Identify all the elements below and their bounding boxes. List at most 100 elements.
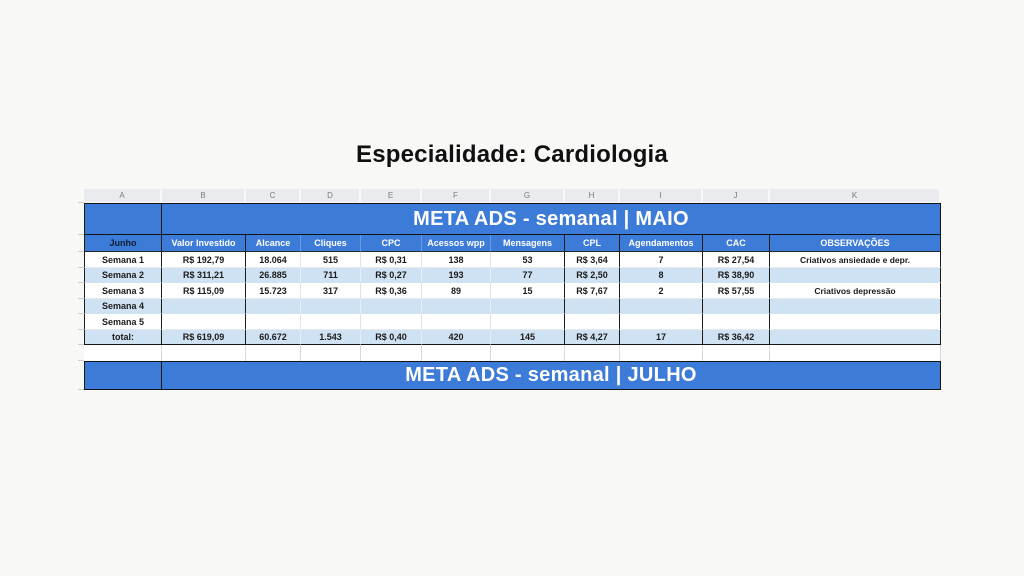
- table-cell[interactable]: R$ 0,31: [361, 252, 422, 268]
- julho-banner[interactable]: META ADS - semanal | JULHO: [162, 361, 941, 390]
- table-cell[interactable]: [620, 299, 703, 314]
- row-label[interactable]: Semana 3: [84, 283, 162, 299]
- empty-cell[interactable]: [162, 345, 246, 361]
- table-cell[interactable]: 17: [620, 330, 703, 345]
- table-cell[interactable]: [491, 314, 565, 330]
- table-cell[interactable]: 138: [422, 252, 491, 268]
- table-cell[interactable]: 53: [491, 252, 565, 268]
- empty-cell[interactable]: [565, 345, 620, 361]
- column-letter-B[interactable]: B: [162, 189, 246, 203]
- table-cell[interactable]: R$ 4,27: [565, 330, 620, 345]
- column-letter-K[interactable]: K: [770, 189, 941, 203]
- column-letter-E[interactable]: E: [361, 189, 422, 203]
- column-letter-G[interactable]: G: [491, 189, 565, 203]
- table-cell[interactable]: 1.543: [301, 330, 361, 345]
- table-cell[interactable]: Criativos depressão: [770, 283, 941, 299]
- table-cell[interactable]: R$ 0,40: [361, 330, 422, 345]
- table-cell[interactable]: R$ 311,21: [162, 268, 246, 283]
- table-cell[interactable]: [301, 299, 361, 314]
- header-cliques[interactable]: Cliques: [301, 235, 361, 252]
- table-cell[interactable]: 711: [301, 268, 361, 283]
- header-cac[interactable]: CAC: [703, 235, 770, 252]
- column-letter-J[interactable]: J: [703, 189, 770, 203]
- header-cpc[interactable]: CPC: [361, 235, 422, 252]
- table-cell[interactable]: [770, 314, 941, 330]
- table-cell[interactable]: 8: [620, 268, 703, 283]
- table-cell[interactable]: [162, 314, 246, 330]
- table-cell[interactable]: [703, 314, 770, 330]
- table-cell[interactable]: R$ 36,42: [703, 330, 770, 345]
- empty-cell[interactable]: [620, 345, 703, 361]
- table-cell[interactable]: [246, 314, 301, 330]
- column-letter-I[interactable]: I: [620, 189, 703, 203]
- table-cell[interactable]: [565, 314, 620, 330]
- table-cell[interactable]: R$ 7,67: [565, 283, 620, 299]
- table-cell[interactable]: [620, 314, 703, 330]
- header-cpl[interactable]: CPL: [565, 235, 620, 252]
- header-acessos-wpp[interactable]: Acessos wpp: [422, 235, 491, 252]
- row-label[interactable]: Semana 2: [84, 268, 162, 283]
- table-cell[interactable]: [246, 299, 301, 314]
- table-cell[interactable]: 15: [491, 283, 565, 299]
- table-cell[interactable]: [770, 330, 941, 345]
- column-letter-A[interactable]: A: [84, 189, 162, 203]
- table-cell[interactable]: R$ 115,09: [162, 283, 246, 299]
- empty-cell[interactable]: [491, 345, 565, 361]
- table-cell[interactable]: [361, 314, 422, 330]
- column-letter-F[interactable]: F: [422, 189, 491, 203]
- empty-cell[interactable]: [703, 345, 770, 361]
- column-letter-C[interactable]: C: [246, 189, 301, 203]
- banner-corner-cell[interactable]: [84, 361, 162, 390]
- empty-cell[interactable]: [770, 345, 941, 361]
- table-cell[interactable]: 77: [491, 268, 565, 283]
- row-label[interactable]: Semana 5: [84, 314, 162, 330]
- empty-cell[interactable]: [361, 345, 422, 361]
- table-cell[interactable]: 420: [422, 330, 491, 345]
- table-cell[interactable]: 89: [422, 283, 491, 299]
- table-cell[interactable]: 193: [422, 268, 491, 283]
- table-cell[interactable]: R$ 57,55: [703, 283, 770, 299]
- row-label[interactable]: Semana 4: [84, 299, 162, 314]
- banner-corner-cell[interactable]: [84, 203, 162, 235]
- table-cell[interactable]: [162, 299, 246, 314]
- table-cell[interactable]: R$ 0,36: [361, 283, 422, 299]
- header-alcance[interactable]: Alcance: [246, 235, 301, 252]
- table-cell[interactable]: R$ 2,50: [565, 268, 620, 283]
- header-mensagens[interactable]: Mensagens: [491, 235, 565, 252]
- table-cell[interactable]: R$ 192,79: [162, 252, 246, 268]
- row-label[interactable]: total:: [84, 330, 162, 345]
- table-cell[interactable]: [422, 314, 491, 330]
- table-cell[interactable]: 2: [620, 283, 703, 299]
- table-cell[interactable]: [703, 299, 770, 314]
- table-cell[interactable]: [770, 299, 941, 314]
- header-valor-investido[interactable]: Valor Investido: [162, 235, 246, 252]
- table-cell[interactable]: R$ 3,64: [565, 252, 620, 268]
- maio-banner[interactable]: META ADS - semanal | MAIO: [162, 203, 941, 235]
- header-observacoes[interactable]: OBSERVAÇÕES: [770, 235, 941, 252]
- table-cell[interactable]: R$ 38,90: [703, 268, 770, 283]
- header-junho[interactable]: Junho: [84, 235, 162, 252]
- table-cell[interactable]: R$ 0,27: [361, 268, 422, 283]
- row-label[interactable]: Semana 1: [84, 252, 162, 268]
- header-agendamentos[interactable]: Agendamentos: [620, 235, 703, 252]
- table-cell[interactable]: Criativos ansiedade e depr.: [770, 252, 941, 268]
- table-cell[interactable]: 317: [301, 283, 361, 299]
- table-cell[interactable]: 18.064: [246, 252, 301, 268]
- empty-cell[interactable]: [84, 345, 162, 361]
- table-cell[interactable]: 7: [620, 252, 703, 268]
- table-cell[interactable]: [565, 299, 620, 314]
- empty-cell[interactable]: [246, 345, 301, 361]
- table-cell[interactable]: [361, 299, 422, 314]
- table-cell[interactable]: 15.723: [246, 283, 301, 299]
- table-cell[interactable]: 515: [301, 252, 361, 268]
- table-cell[interactable]: [491, 299, 565, 314]
- table-cell[interactable]: R$ 619,09: [162, 330, 246, 345]
- table-cell[interactable]: [422, 299, 491, 314]
- column-letter-H[interactable]: H: [565, 189, 620, 203]
- empty-cell[interactable]: [422, 345, 491, 361]
- table-cell[interactable]: 26.885: [246, 268, 301, 283]
- column-letter-D[interactable]: D: [301, 189, 361, 203]
- table-cell[interactable]: 60.672: [246, 330, 301, 345]
- empty-cell[interactable]: [301, 345, 361, 361]
- table-cell[interactable]: 145: [491, 330, 565, 345]
